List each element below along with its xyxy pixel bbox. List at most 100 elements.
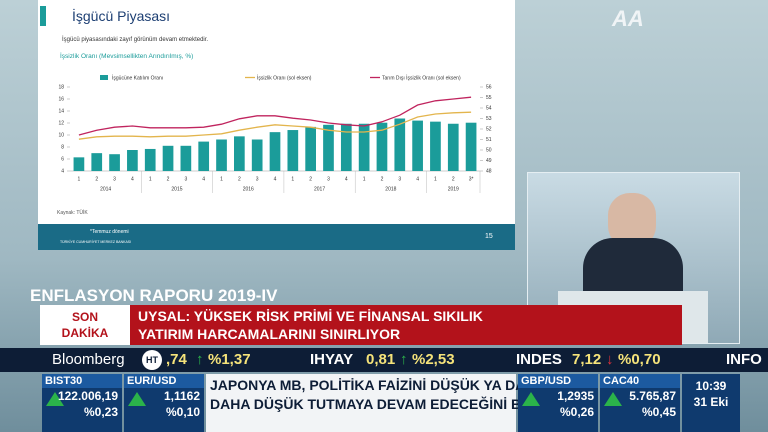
x-tick-label: 2 xyxy=(167,176,170,182)
x-tick-label: 4 xyxy=(416,176,419,182)
up-arrow xyxy=(128,392,146,406)
legend-label: İşgücüne Katılım Oranı xyxy=(112,74,163,81)
year-label: 2018 xyxy=(385,186,396,192)
x-tick-label: 3 xyxy=(256,176,259,182)
x-tick-label: 1 xyxy=(78,176,81,182)
y2-tick-label: 55 xyxy=(486,95,492,101)
y-tick-label: 8 xyxy=(61,144,64,150)
ticker-value: ,74 xyxy=(166,351,187,368)
market-value: 5.765,87 xyxy=(629,389,676,403)
x-tick-label: 4 xyxy=(345,176,348,182)
x-tick-label: 1 xyxy=(220,176,223,182)
year-label: 2017 xyxy=(314,186,325,192)
bar xyxy=(323,124,334,171)
year-label: 2016 xyxy=(243,186,254,192)
bar xyxy=(287,130,299,171)
date: 31 Eki xyxy=(693,395,729,409)
bar xyxy=(73,157,85,171)
legend-swatch xyxy=(100,75,108,80)
ticker-value: 7,12 xyxy=(572,351,602,368)
ticker-name: IHYAY xyxy=(310,351,354,368)
y-tick-label: 14 xyxy=(58,108,64,114)
market-value: 1,2935 xyxy=(557,389,594,403)
ticker-name: INDES xyxy=(516,351,562,368)
bar xyxy=(465,122,477,171)
bar xyxy=(447,123,459,171)
ticker: Bloomberg HT ,74 ↑ %1,37 IHYAY 0,81 ↑ %2… xyxy=(0,348,768,372)
y-tick-label: 16 xyxy=(58,96,64,102)
y2-tick-label: 56 xyxy=(486,84,492,90)
y2-tick-label: 50 xyxy=(486,147,492,153)
legend-label: Tarım Dışı İşsizlik Oranı (sol eksen) xyxy=(382,74,461,81)
headline-line: UYSAL: YÜKSEK RİSK PRİMİ VE FİNANSAL SIK… xyxy=(138,308,483,324)
market-change: %0,26 xyxy=(559,405,594,419)
bar xyxy=(412,120,423,171)
year-label: 2015 xyxy=(171,186,182,192)
slide-footer xyxy=(38,224,515,250)
market-name: CAC40 xyxy=(600,374,680,388)
x-tick-label: 2 xyxy=(238,176,241,182)
news-crawl: JAPONYA MB, POLİTİKA FAİZİNİ DÜŞÜK YA DA… xyxy=(206,374,574,432)
market-box: EUR/USD 1,1162 %0,10 xyxy=(124,374,204,432)
x-tick-label: 3 xyxy=(184,176,187,182)
y2-tick-label: 52 xyxy=(486,126,492,132)
page-number: 15 xyxy=(485,233,493,240)
ticker-change: %0,70 xyxy=(618,351,661,368)
y-tick-label: 6 xyxy=(61,156,64,162)
market-name: EUR/USD xyxy=(124,374,204,388)
up-arrow xyxy=(604,392,622,406)
channel-badge: HT xyxy=(142,350,162,370)
x-tick-label: 2 xyxy=(309,176,312,182)
time: 10:39 xyxy=(695,379,727,393)
y2-tick-label: 54 xyxy=(486,105,492,111)
x-tick-label: 4 xyxy=(274,176,277,182)
bar xyxy=(162,145,174,171)
x-tick-label: 1 xyxy=(434,176,437,182)
footnote: *Temmuz dönemi xyxy=(90,229,129,235)
breaking-label-line: DAKİKA xyxy=(61,326,109,340)
x-tick-label: 3 xyxy=(327,176,330,182)
bar xyxy=(127,150,138,171)
ticker-value: 0,81 xyxy=(366,351,396,368)
program-title: ENFLASYON RAPORU 2019-IV xyxy=(30,286,278,305)
market-box: BIST30 122.006,19 %0,23 xyxy=(42,374,122,432)
market-value: 1,1162 xyxy=(163,389,200,403)
x-tick-label: 1 xyxy=(291,176,294,182)
bar xyxy=(216,139,227,171)
ticker-name: INFO xyxy=(726,351,762,368)
y-tick-label: 10 xyxy=(58,132,64,138)
bar xyxy=(358,123,370,171)
bank-name: TÜRKİYE CUMHURİYET MERKEZ BANKASI xyxy=(60,240,132,244)
x-tick-label: 2 xyxy=(95,176,98,182)
bar xyxy=(198,141,210,171)
market-name: BIST30 xyxy=(42,374,122,388)
bar xyxy=(109,154,120,171)
bar xyxy=(305,126,316,171)
bar xyxy=(269,132,281,171)
market-change: %0,10 xyxy=(165,405,200,419)
x-tick-label: 2 xyxy=(452,176,455,182)
market-name: GBP/USD xyxy=(518,374,598,388)
ticker-arrow: ↑ xyxy=(400,351,408,368)
x-tick-label: 3* xyxy=(469,176,474,182)
y-tick-label: 4 xyxy=(61,168,64,174)
bar xyxy=(430,121,441,171)
market-change: %0,23 xyxy=(83,405,118,419)
chart-title: İşsizlik Oranı (Mevsimsellikten Arındırı… xyxy=(60,53,194,60)
ticker-change: %2,53 xyxy=(412,351,455,368)
bar xyxy=(144,148,156,171)
line xyxy=(78,111,472,140)
bar xyxy=(394,118,406,171)
source: Kaynak: TÜİK xyxy=(57,210,88,216)
line xyxy=(78,96,472,136)
ticker-change: %1,37 xyxy=(208,351,251,368)
x-tick-label: 4 xyxy=(202,176,205,182)
bar xyxy=(91,153,103,171)
y-tick-label: 12 xyxy=(58,120,64,126)
y2-tick-label: 51 xyxy=(486,137,492,143)
headline-line: YATIRIM HARCAMALARINI SINIRLIYOR xyxy=(138,326,401,342)
year-label: 2019 xyxy=(448,186,459,192)
market-value: 122.006,19 xyxy=(57,389,118,403)
